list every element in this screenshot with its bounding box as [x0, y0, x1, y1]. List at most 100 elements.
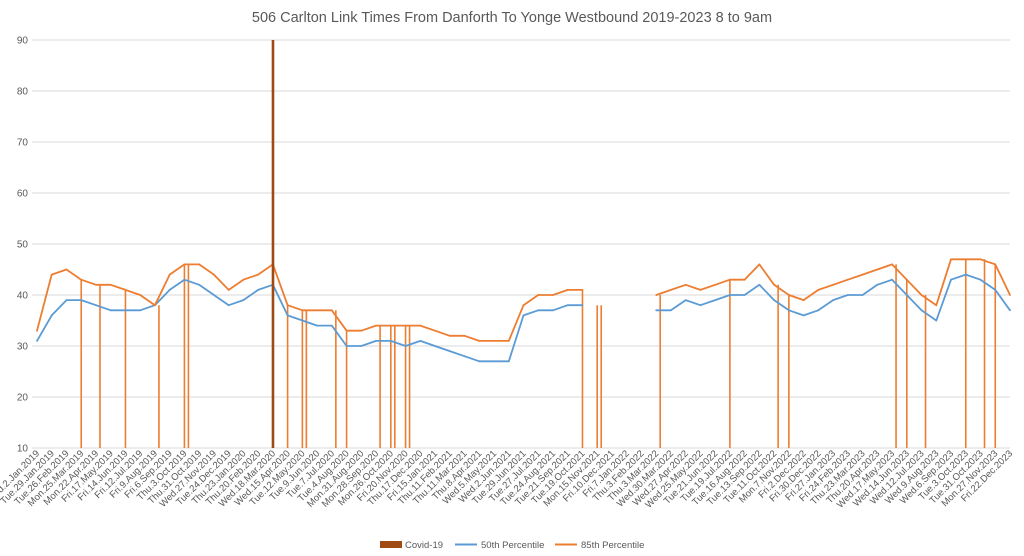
- data-point: [935, 319, 938, 322]
- data-point: [522, 314, 525, 317]
- data-point: [227, 289, 230, 291]
- data-point: [65, 299, 68, 301]
- data-point: [714, 283, 717, 286]
- data-point: [773, 283, 776, 286]
- data-point: [876, 268, 879, 271]
- data-point: [935, 304, 938, 307]
- data-point: [861, 273, 864, 276]
- data-point: [950, 258, 952, 261]
- data-point: [861, 294, 864, 296]
- data-point: [817, 289, 820, 291]
- data-point: [758, 263, 761, 266]
- data-point: [566, 289, 569, 291]
- data-point: [389, 324, 392, 327]
- data-point: [920, 294, 923, 296]
- data-point: [581, 289, 584, 291]
- data-point: [419, 324, 422, 327]
- data-point: [330, 324, 333, 327]
- data-point: [213, 294, 215, 296]
- y-tick-label: 30: [17, 342, 29, 353]
- data-point: [743, 278, 746, 281]
- data-point: [979, 278, 982, 281]
- data-point: [950, 278, 952, 281]
- legend: Covid-19 50th Percentile 85th Percentile: [380, 540, 644, 551]
- data-point: [448, 350, 451, 352]
- data-point: [227, 304, 230, 307]
- data-point: [655, 309, 658, 312]
- data-point: [478, 340, 481, 342]
- data-point: [552, 309, 554, 312]
- data-point: [316, 324, 319, 327]
- data-point: [198, 283, 201, 286]
- data-point: [891, 278, 893, 281]
- data-point: [522, 304, 525, 307]
- data-point: [655, 294, 658, 296]
- y-tick-label: 90: [17, 36, 29, 47]
- data-point: [566, 304, 569, 307]
- gridlines: [32, 39, 1010, 449]
- data-point: [1009, 309, 1011, 312]
- series-lines: [36, 258, 1011, 363]
- data-point: [493, 340, 495, 342]
- data-point: [537, 309, 540, 312]
- data-point: [846, 278, 849, 281]
- data-point: [360, 345, 363, 347]
- y-tick-label: 70: [17, 138, 29, 149]
- data-point: [154, 304, 156, 307]
- data-point: [537, 294, 540, 296]
- data-point: [979, 258, 982, 261]
- data-point: [463, 334, 466, 337]
- data-point: [728, 294, 731, 296]
- data-point: [684, 299, 687, 301]
- data-point: [670, 309, 672, 312]
- covid-marker: [271, 40, 275, 448]
- data-point: [36, 340, 38, 342]
- data-point: [463, 355, 466, 358]
- data-point: [301, 309, 304, 312]
- y-tick-label: 50: [17, 240, 29, 251]
- data-point: [242, 278, 245, 281]
- data-point: [684, 283, 687, 286]
- data-point: [213, 273, 215, 276]
- data-point: [552, 294, 554, 296]
- data-point: [316, 309, 319, 312]
- data-point: [670, 289, 672, 291]
- data-point: [832, 283, 834, 286]
- y-tick-label: 60: [17, 189, 29, 200]
- x-axis-ticks: Wed.2.Jan.2019Tue.29.Jan.2019Tue.26.Feb.…: [0, 448, 1015, 510]
- data-point: [345, 345, 348, 347]
- data-point: [95, 283, 97, 286]
- data-point: [846, 294, 849, 296]
- data-point: [802, 299, 805, 301]
- data-point: [139, 294, 142, 296]
- data-point: [286, 314, 289, 317]
- series-p50-line: [36, 273, 1011, 363]
- data-point: [95, 304, 97, 307]
- data-point: [448, 334, 451, 337]
- missing-data-dips: [80, 259, 997, 448]
- data-point: [183, 278, 186, 281]
- data-point: [183, 263, 186, 266]
- data-point: [1009, 294, 1011, 296]
- y-tick-label: 20: [17, 393, 29, 404]
- y-tick-label: 80: [17, 87, 29, 98]
- data-point: [817, 309, 820, 312]
- data-point: [964, 258, 967, 261]
- data-point: [404, 324, 407, 327]
- data-point: [124, 289, 127, 291]
- data-point: [419, 340, 422, 342]
- data-point: [773, 299, 776, 301]
- y-tick-label: 10: [17, 444, 29, 455]
- data-point: [139, 309, 142, 312]
- data-point: [891, 263, 893, 266]
- data-point: [787, 294, 790, 296]
- data-point: [80, 299, 83, 301]
- covid-bar: [271, 40, 275, 448]
- data-point: [802, 314, 805, 317]
- data-point: [964, 273, 967, 276]
- data-point: [375, 340, 377, 342]
- data-point: [124, 309, 127, 312]
- data-point: [787, 309, 790, 312]
- data-point: [242, 299, 245, 301]
